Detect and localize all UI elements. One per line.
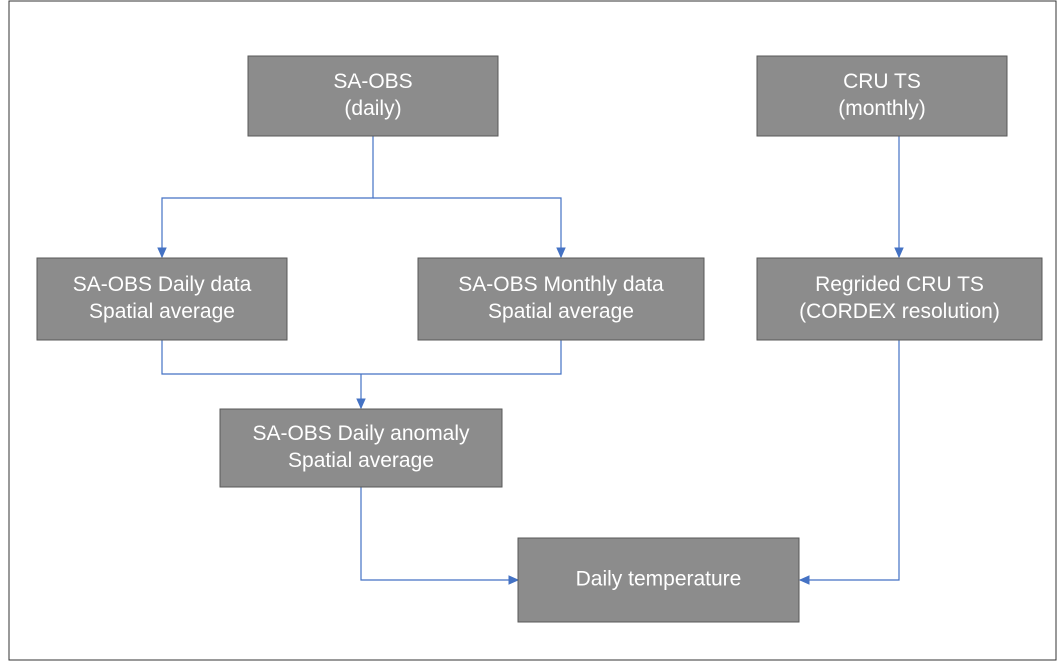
connectors: [157, 136, 904, 585]
node-label: SA-OBS Daily data: [73, 273, 252, 296]
node-label: Spatial average: [288, 449, 434, 472]
node-label: SA-OBS Daily anomaly: [252, 422, 470, 445]
node-box: [36, 257, 288, 341]
node-box: [756, 257, 1043, 341]
node-box: [517, 537, 800, 623]
node-label: Spatial average: [488, 300, 634, 323]
node-box: [417, 257, 705, 341]
node-label: (daily): [344, 97, 401, 120]
frame: [8, 0, 1057, 661]
node-box: [219, 408, 503, 488]
node-label: Daily temperature: [576, 568, 742, 591]
node-label: (CORDEX resolution): [799, 300, 1000, 323]
node-label: SA-OBS Monthly data: [458, 273, 664, 296]
node-label: Regrided CRU TS: [815, 273, 984, 296]
node-box: [756, 55, 1008, 137]
node-box: [247, 55, 499, 137]
node-label: (monthly): [838, 97, 926, 120]
node-label: CRU TS: [843, 70, 921, 93]
node-label: Spatial average: [89, 300, 235, 323]
node-label: SA-OBS: [333, 70, 412, 93]
